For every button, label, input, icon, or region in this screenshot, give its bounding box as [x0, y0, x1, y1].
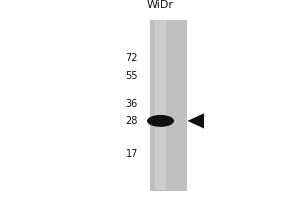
Text: WiDr: WiDr [147, 0, 174, 10]
Bar [155, 20, 166, 190]
Ellipse shape [147, 115, 174, 127]
Text: 36: 36 [126, 99, 138, 109]
Text: 55: 55 [125, 71, 138, 81]
Bar [150, 20, 186, 190]
Text: 17: 17 [126, 149, 138, 159]
Polygon shape [188, 113, 204, 128]
Text: 28: 28 [126, 116, 138, 126]
Text: 72: 72 [125, 53, 138, 63]
Bar [150, 20, 186, 190]
